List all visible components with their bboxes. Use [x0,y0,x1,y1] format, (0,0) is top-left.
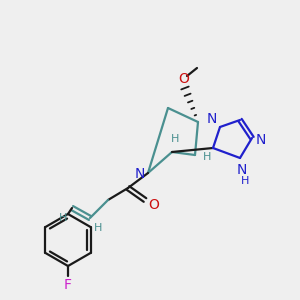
Text: H: H [203,152,211,162]
Text: O: O [178,72,189,86]
Text: O: O [148,198,159,212]
Text: N: N [256,133,266,147]
Text: N: N [237,163,247,177]
Text: N: N [207,112,217,126]
Text: N: N [135,167,145,181]
Text: F: F [64,278,72,292]
Text: H: H [241,176,249,186]
Text: H: H [59,213,67,223]
Text: H: H [171,134,179,144]
Text: H: H [94,223,102,233]
